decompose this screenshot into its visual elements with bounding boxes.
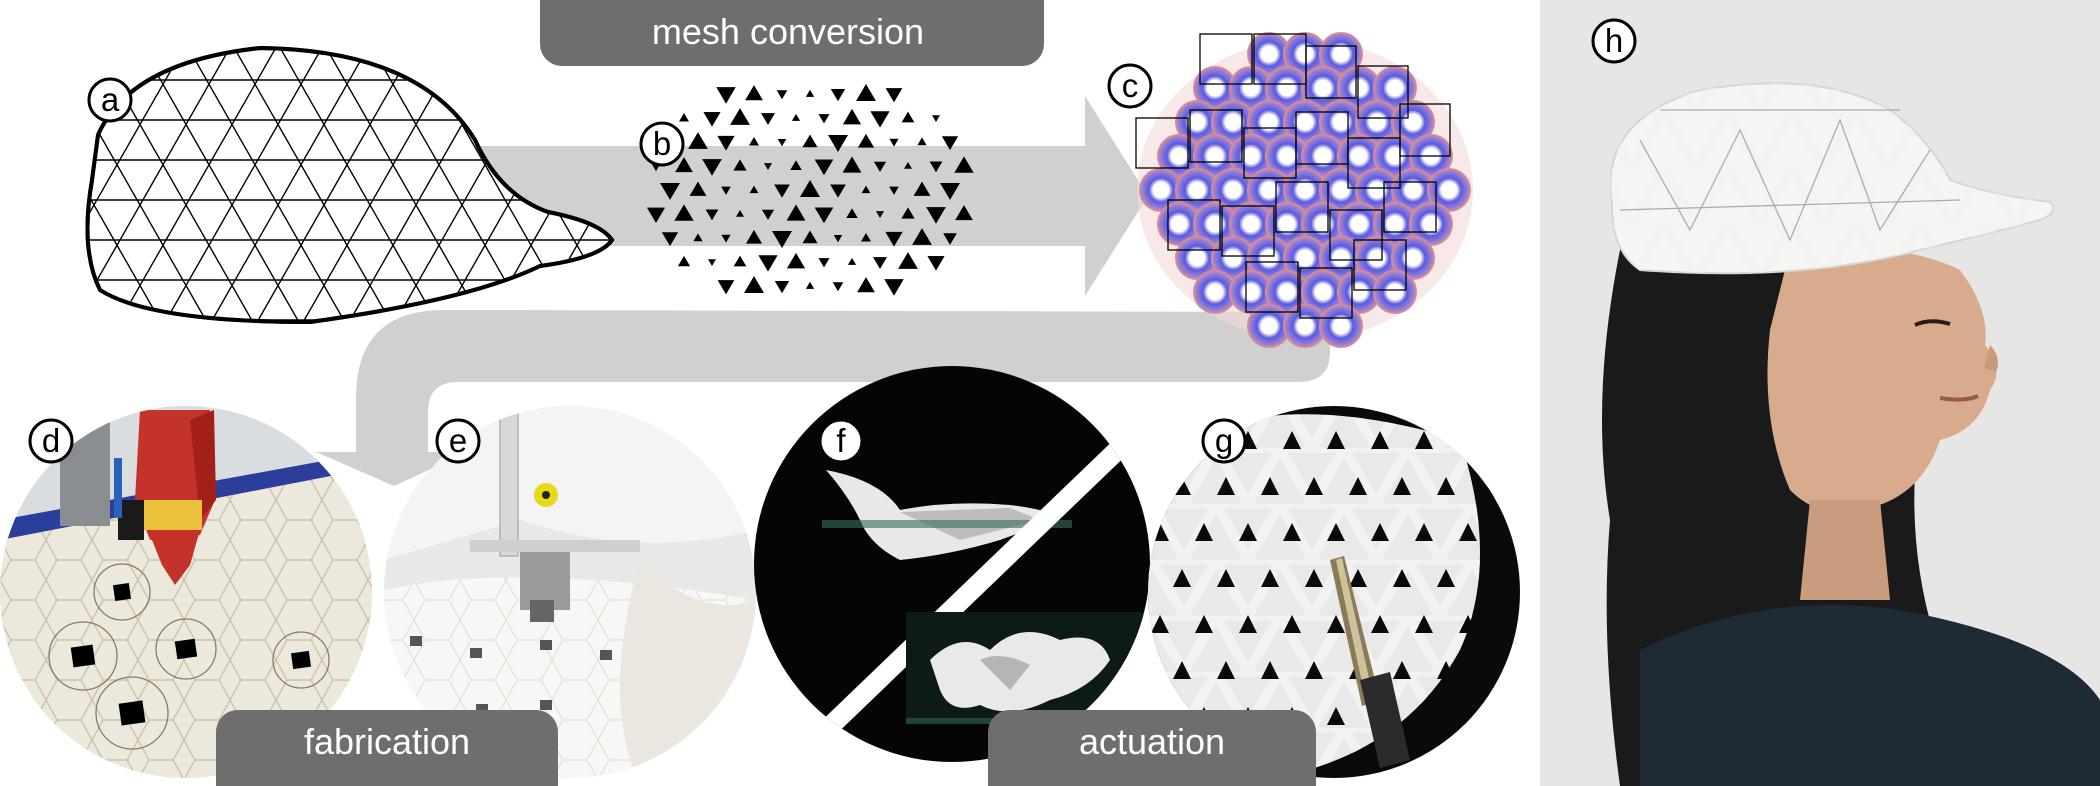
svg-text:a: a (101, 81, 120, 118)
panel-h-worn-cap-photo (1540, 0, 2100, 786)
svg-text:c: c (1122, 67, 1139, 104)
svg-text:h: h (1605, 22, 1623, 59)
panel-d-laser-cutting-photo (0, 406, 372, 778)
panel-g-actuated-lace-photo (1148, 406, 1520, 778)
panel-label-h: h (1591, 18, 1637, 64)
panel-label-f: f (818, 418, 864, 464)
panel-label-b: b (639, 121, 685, 167)
cap-triangle-mesh (87, 48, 612, 322)
svg-text:d: d (42, 422, 60, 459)
arrow-to-fabrication (316, 310, 1330, 486)
svg-text:g: g (1215, 422, 1233, 459)
svg-text:e: e (449, 422, 467, 459)
stage-pill-fabrication: fabrication (216, 710, 558, 786)
panel-b-triangle-pattern (646, 84, 974, 296)
svg-text:mesh conversion: mesh conversion (652, 11, 924, 52)
svg-text:b: b (653, 125, 671, 162)
svg-text:f: f (836, 422, 846, 459)
stage-pill-actuation: actuation (988, 710, 1316, 786)
panel-label-g: g (1201, 418, 1247, 464)
panel-a-cap-mesh (85, 45, 615, 325)
hoop-boxes (1135, 33, 1451, 319)
embroidery-petals (1137, 32, 1473, 348)
svg-text:actuation: actuation (1079, 721, 1225, 762)
panel-label-e: e (435, 418, 481, 464)
svg-text:fabrication: fabrication (304, 721, 470, 762)
stage-pill-mesh-conversion: mesh conversion (540, 0, 1044, 66)
panel-c-embroidery-layout (1135, 32, 1473, 348)
panel-label-d: d (28, 418, 74, 464)
panel-label-c: c (1107, 63, 1153, 109)
triangle-cutouts (646, 84, 974, 296)
panel-f-water-tank-photo (754, 366, 1150, 762)
panel-label-a: a (87, 77, 133, 123)
